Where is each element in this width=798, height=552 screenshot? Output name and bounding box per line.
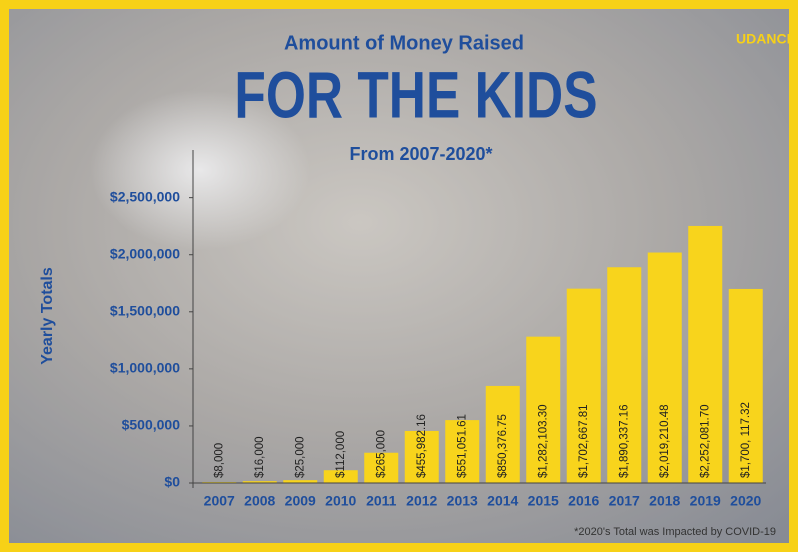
- footnote: *2020's Total was Impacted by COVID-19: [574, 526, 776, 538]
- value-label: $265,000: [375, 430, 387, 478]
- y-tick-label: $1,500,000: [110, 302, 180, 318]
- y-tick-label: $2,000,000: [110, 245, 180, 261]
- headline: FOR THE KIDS: [234, 57, 597, 132]
- value-label: $1,890,337.16: [618, 404, 630, 478]
- value-label: $1,702,667.81: [578, 404, 590, 478]
- value-label: $8,000: [213, 443, 225, 478]
- x-tick-label: 2016: [568, 493, 599, 509]
- y-tick-label: $2,500,000: [110, 188, 180, 204]
- bar: [688, 225, 723, 483]
- x-tick-label: 2008: [244, 493, 275, 509]
- bar: [485, 385, 520, 483]
- x-tick-label: 2017: [609, 493, 640, 509]
- bar: [728, 288, 763, 483]
- subtitle: From 2007-2020*: [349, 144, 492, 164]
- x-tick-label: 2011: [366, 493, 397, 509]
- smoke: [90, 90, 310, 250]
- x-tick-label: 2009: [285, 493, 316, 509]
- value-label: $2,252,081.70: [699, 404, 711, 478]
- bar: [404, 430, 439, 483]
- bar: [647, 252, 682, 483]
- value-label: $551,051.61: [456, 414, 468, 478]
- x-tick-label: 2018: [649, 493, 680, 509]
- bar: [566, 288, 601, 483]
- title: Amount of Money Raised: [284, 32, 524, 54]
- value-label: $1,282,103.30: [537, 404, 549, 478]
- y-axis-label: Yearly Totals: [39, 267, 56, 365]
- y-tick-label: $500,000: [122, 417, 181, 433]
- value-label: $2,019,210.48: [659, 404, 671, 478]
- x-tick-label: 2015: [528, 493, 559, 509]
- value-label: $850,376.75: [497, 414, 509, 478]
- bar: [607, 267, 642, 483]
- value-label: $1,700, 117.32: [740, 402, 752, 478]
- x-tick-label: 2012: [406, 493, 437, 509]
- x-tick-label: 2014: [487, 493, 518, 509]
- bar: [323, 470, 358, 483]
- value-label: $112,000: [335, 431, 347, 478]
- bar: [526, 336, 561, 483]
- x-tick-label: 2020: [730, 493, 761, 509]
- value-label: $16,000: [254, 436, 266, 478]
- value-label: $25,000: [294, 436, 306, 478]
- bar: [445, 420, 480, 483]
- value-label: $455,982.16: [416, 414, 428, 478]
- y-tick-label: $0: [164, 474, 180, 490]
- x-tick-label: 2013: [447, 493, 478, 509]
- x-tick-label: 2010: [325, 493, 356, 509]
- x-tick-label: 2019: [690, 493, 721, 509]
- y-tick-label: $1,000,000: [110, 360, 180, 376]
- logo: UDANCE: [736, 31, 796, 47]
- bar: [283, 480, 318, 483]
- x-tick-label: 2007: [204, 493, 235, 509]
- bar: [242, 481, 277, 483]
- bar: [364, 452, 399, 483]
